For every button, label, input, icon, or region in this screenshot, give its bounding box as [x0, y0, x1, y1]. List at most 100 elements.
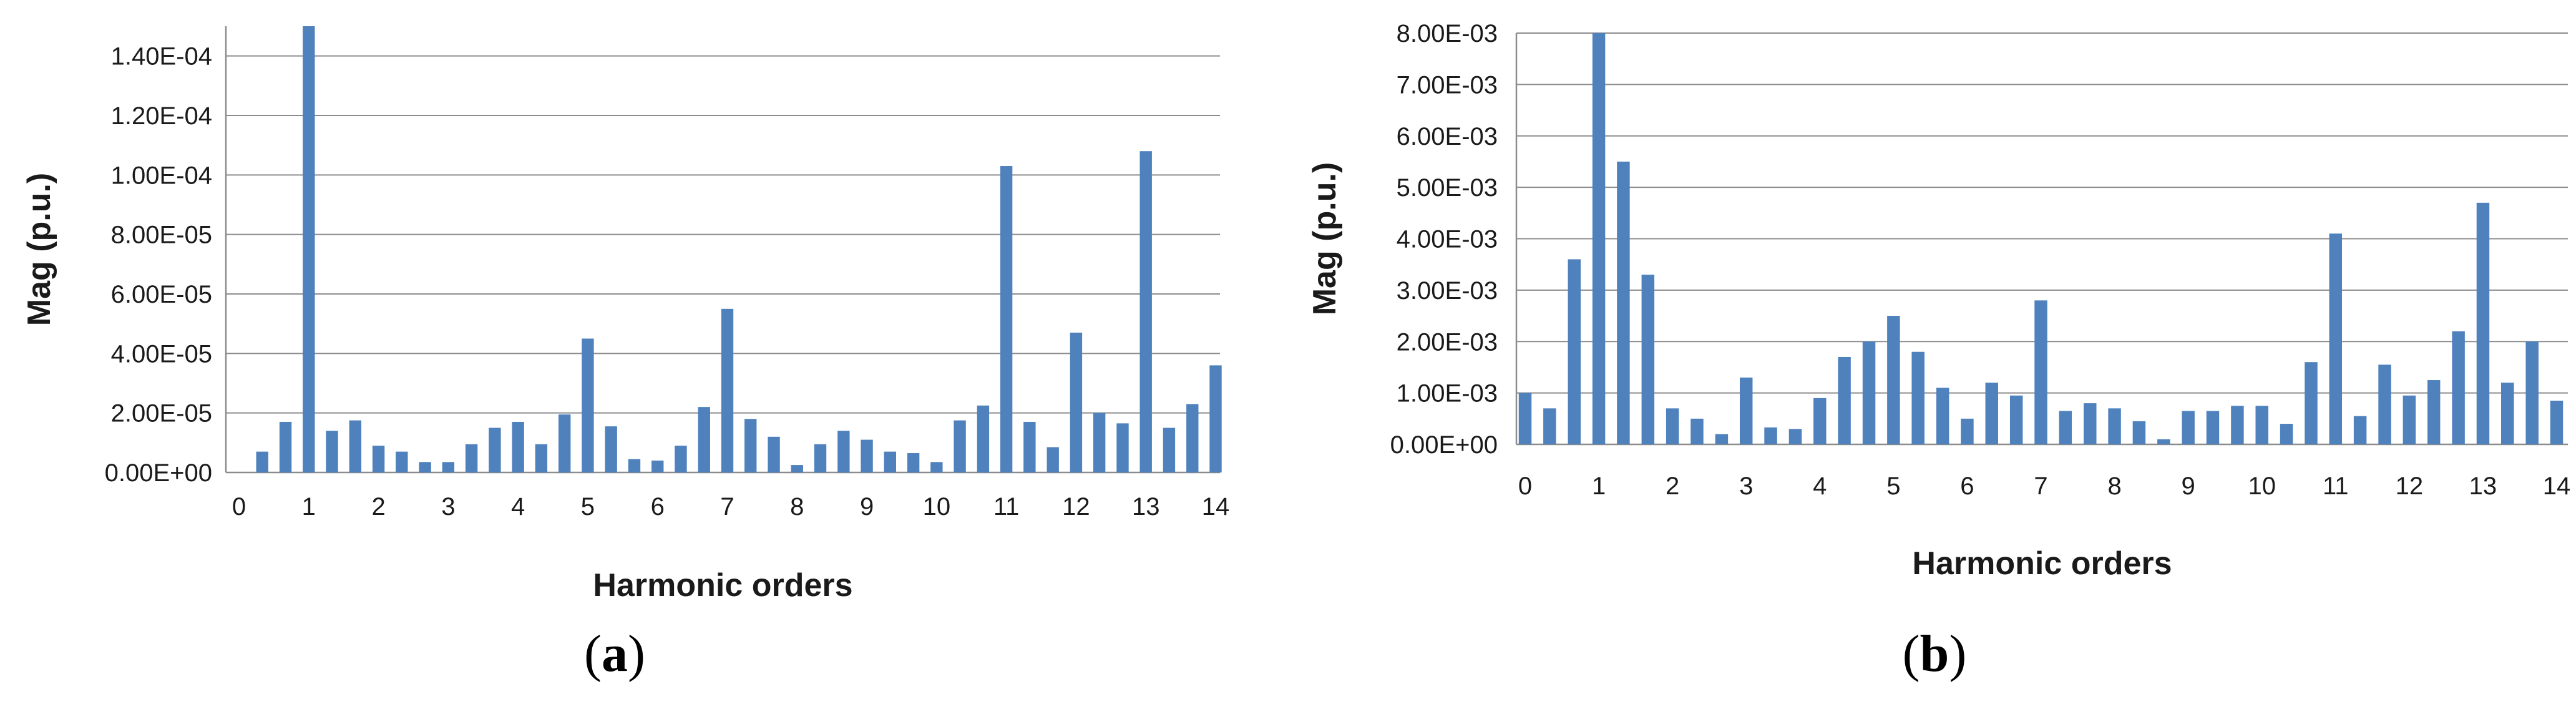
bar — [1023, 421, 1036, 472]
chart-panel-a: 0.00E+00 2.00E-05 4.00E-05 6.00E-05 8.00E-05… — [21, 26, 1229, 683]
bar — [1887, 316, 1900, 444]
x-tick-label: 2 — [1666, 472, 1679, 500]
x-tick-label: 0 — [232, 493, 246, 521]
bar — [1666, 408, 1679, 444]
bar — [2084, 403, 2097, 444]
bar — [698, 407, 710, 472]
bar — [1813, 398, 1827, 444]
x-tick-label: 0 — [1518, 472, 1532, 500]
bar — [2108, 408, 2121, 444]
y-axis-title: Mag (p.u.) — [1307, 162, 1343, 316]
bar — [1764, 427, 1777, 444]
bar — [2157, 439, 2170, 444]
bar — [512, 421, 524, 472]
y-tick-label: 0.00E+00 — [105, 459, 212, 487]
bar — [1715, 434, 1729, 444]
x-tick-label: 5 — [1886, 472, 1900, 500]
x-tick-label: 1 — [1592, 472, 1606, 500]
bar — [907, 453, 920, 472]
bar — [2305, 362, 2318, 444]
y-tick-label: 8.00E-03 — [1397, 20, 1498, 47]
bar — [2182, 411, 2195, 444]
y-tick-label: 2.00E-05 — [111, 400, 212, 428]
bar — [1617, 161, 1630, 444]
bar — [2501, 383, 2514, 444]
bar — [1739, 377, 1753, 444]
bar — [2378, 364, 2391, 444]
bar — [535, 444, 548, 472]
bar — [768, 436, 780, 472]
x-tick-label: 5 — [581, 493, 595, 521]
y-tick-label: 6.00E-03 — [1397, 123, 1498, 150]
x-tick-label: 10 — [2248, 472, 2276, 500]
y-tick-label: 4.00E-05 — [111, 340, 212, 368]
bar — [744, 419, 757, 472]
bar — [861, 439, 873, 472]
x-tick-label: 8 — [2107, 472, 2121, 500]
x-tick-label: 4 — [1813, 472, 1827, 500]
bar — [1985, 383, 1998, 444]
bar — [977, 405, 990, 472]
bar — [884, 451, 896, 472]
bar — [954, 420, 966, 472]
bar — [442, 462, 455, 472]
bar — [419, 462, 431, 472]
bar — [2034, 300, 2047, 444]
x-axis-title: Harmonic orders — [1912, 545, 2172, 582]
y-tick-label: 1.00E-04 — [111, 162, 212, 189]
bar — [2280, 424, 2293, 444]
bar — [2329, 233, 2343, 444]
y-tick-label: 5.00E-03 — [1397, 174, 1498, 202]
bar — [1838, 356, 1851, 444]
y-tick-label: 6.00E-05 — [111, 281, 212, 308]
bar — [489, 428, 501, 472]
x-tick-label: 12 — [1062, 493, 1090, 521]
bar — [721, 308, 734, 472]
bar — [1186, 404, 1199, 472]
x-tick-label: 6 — [651, 493, 665, 521]
panel-label: (b) — [1903, 625, 1967, 683]
bar — [1046, 447, 1059, 472]
bar — [372, 446, 385, 472]
x-tick-label: 14 — [2543, 472, 2571, 500]
bar — [303, 26, 315, 472]
bar — [2009, 395, 2023, 444]
bar — [1862, 341, 1876, 444]
bar — [2132, 421, 2146, 444]
y-tick-label: 1.40E-04 — [111, 43, 212, 71]
bar — [2525, 341, 2539, 444]
x-tick-label: 11 — [993, 493, 1020, 521]
y-tick-label: 4.00E-03 — [1397, 226, 1498, 253]
panel-label-letter: a — [602, 625, 628, 683]
bar — [326, 431, 338, 472]
y-tick-label: 1.00E-03 — [1397, 380, 1498, 408]
bar — [559, 414, 571, 472]
x-tick-label: 11 — [2323, 472, 2349, 500]
bar — [1070, 332, 1083, 472]
bar — [814, 444, 827, 472]
y-tick-label: 1.20E-04 — [111, 102, 212, 130]
y-tick-label: 2.00E-03 — [1397, 328, 1498, 356]
x-tick-label: 9 — [860, 493, 874, 521]
bar — [2403, 395, 2416, 444]
x-axis-title: Harmonic orders — [593, 567, 852, 604]
bar — [465, 444, 478, 472]
x-tick-label: 7 — [2034, 472, 2047, 500]
y-tick-label: 3.00E-03 — [1397, 277, 1498, 305]
bar — [396, 451, 408, 472]
y-tick-label: 7.00E-03 — [1397, 71, 1498, 99]
x-tick-label: 7 — [720, 493, 734, 521]
bar — [1641, 275, 1655, 444]
bar — [1116, 423, 1129, 472]
bar — [1788, 429, 1802, 444]
x-tick-label: 1 — [302, 493, 316, 521]
bar — [2353, 416, 2367, 444]
x-tick-label: 3 — [441, 493, 455, 521]
bar — [2427, 380, 2441, 444]
y-axis-title: Mag (p.u.) — [21, 173, 57, 326]
x-tick-label: 8 — [790, 493, 804, 521]
bar — [1543, 408, 1556, 444]
bar — [675, 446, 687, 472]
bar — [628, 459, 641, 472]
